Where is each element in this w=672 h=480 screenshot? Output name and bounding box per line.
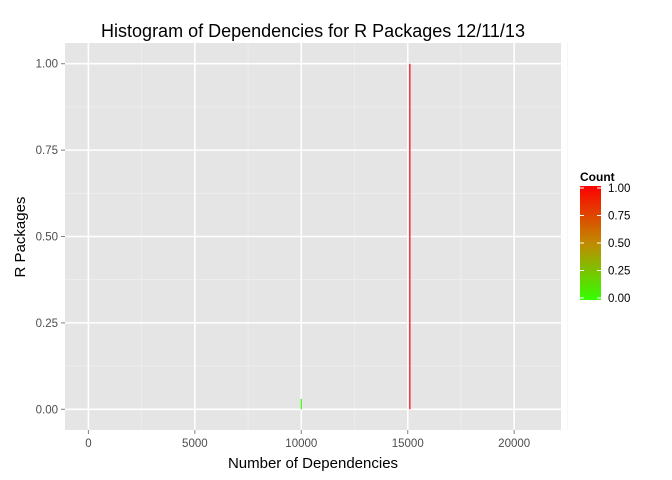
- histogram-bars: [300, 63, 411, 410]
- y-tick-label: 0.00: [36, 404, 58, 416]
- x-axis-ticks: 0 5000 10000 15000 20000: [85, 430, 530, 450]
- x-tick-label: 0: [85, 438, 91, 450]
- legend-tick-label: 1.00: [608, 183, 630, 195]
- legend-tick-label: 0.00: [608, 293, 630, 305]
- legend-tick-label: 0.75: [608, 211, 630, 223]
- legend-ticks: 1.00 0.75 0.50 0.25 0.00: [580, 183, 630, 305]
- color-legend: Count 1.00 0.75 0.50 0.25 0.00: [580, 170, 630, 305]
- grid-lines: [65, 43, 568, 430]
- x-tick-label: 10000: [285, 438, 317, 450]
- legend-tick-label: 0.50: [608, 238, 630, 250]
- chart-title: Histogram of Dependencies for R Packages…: [101, 21, 525, 41]
- y-tick-label: 1.00: [36, 59, 58, 71]
- y-tick-label: 0.25: [36, 318, 58, 330]
- legend-title: Count: [580, 170, 615, 184]
- legend-tick-label: 0.25: [608, 266, 630, 278]
- x-tick-label: 5000: [182, 438, 208, 450]
- histogram-bar: [300, 398, 302, 410]
- y-axis-ticks: 0.00 0.25 0.50 0.75 1.00: [36, 59, 65, 416]
- x-tick-label: 15000: [392, 438, 424, 450]
- histogram-bar: [409, 63, 411, 410]
- y-tick-label: 0.75: [36, 145, 58, 157]
- y-axis-title: R Packages: [12, 197, 29, 278]
- x-tick-label: 20000: [498, 438, 530, 450]
- x-axis-title: Number of Dependencies: [228, 455, 398, 472]
- y-tick-label: 0.50: [36, 232, 58, 244]
- legend-colorbar: [580, 186, 601, 300]
